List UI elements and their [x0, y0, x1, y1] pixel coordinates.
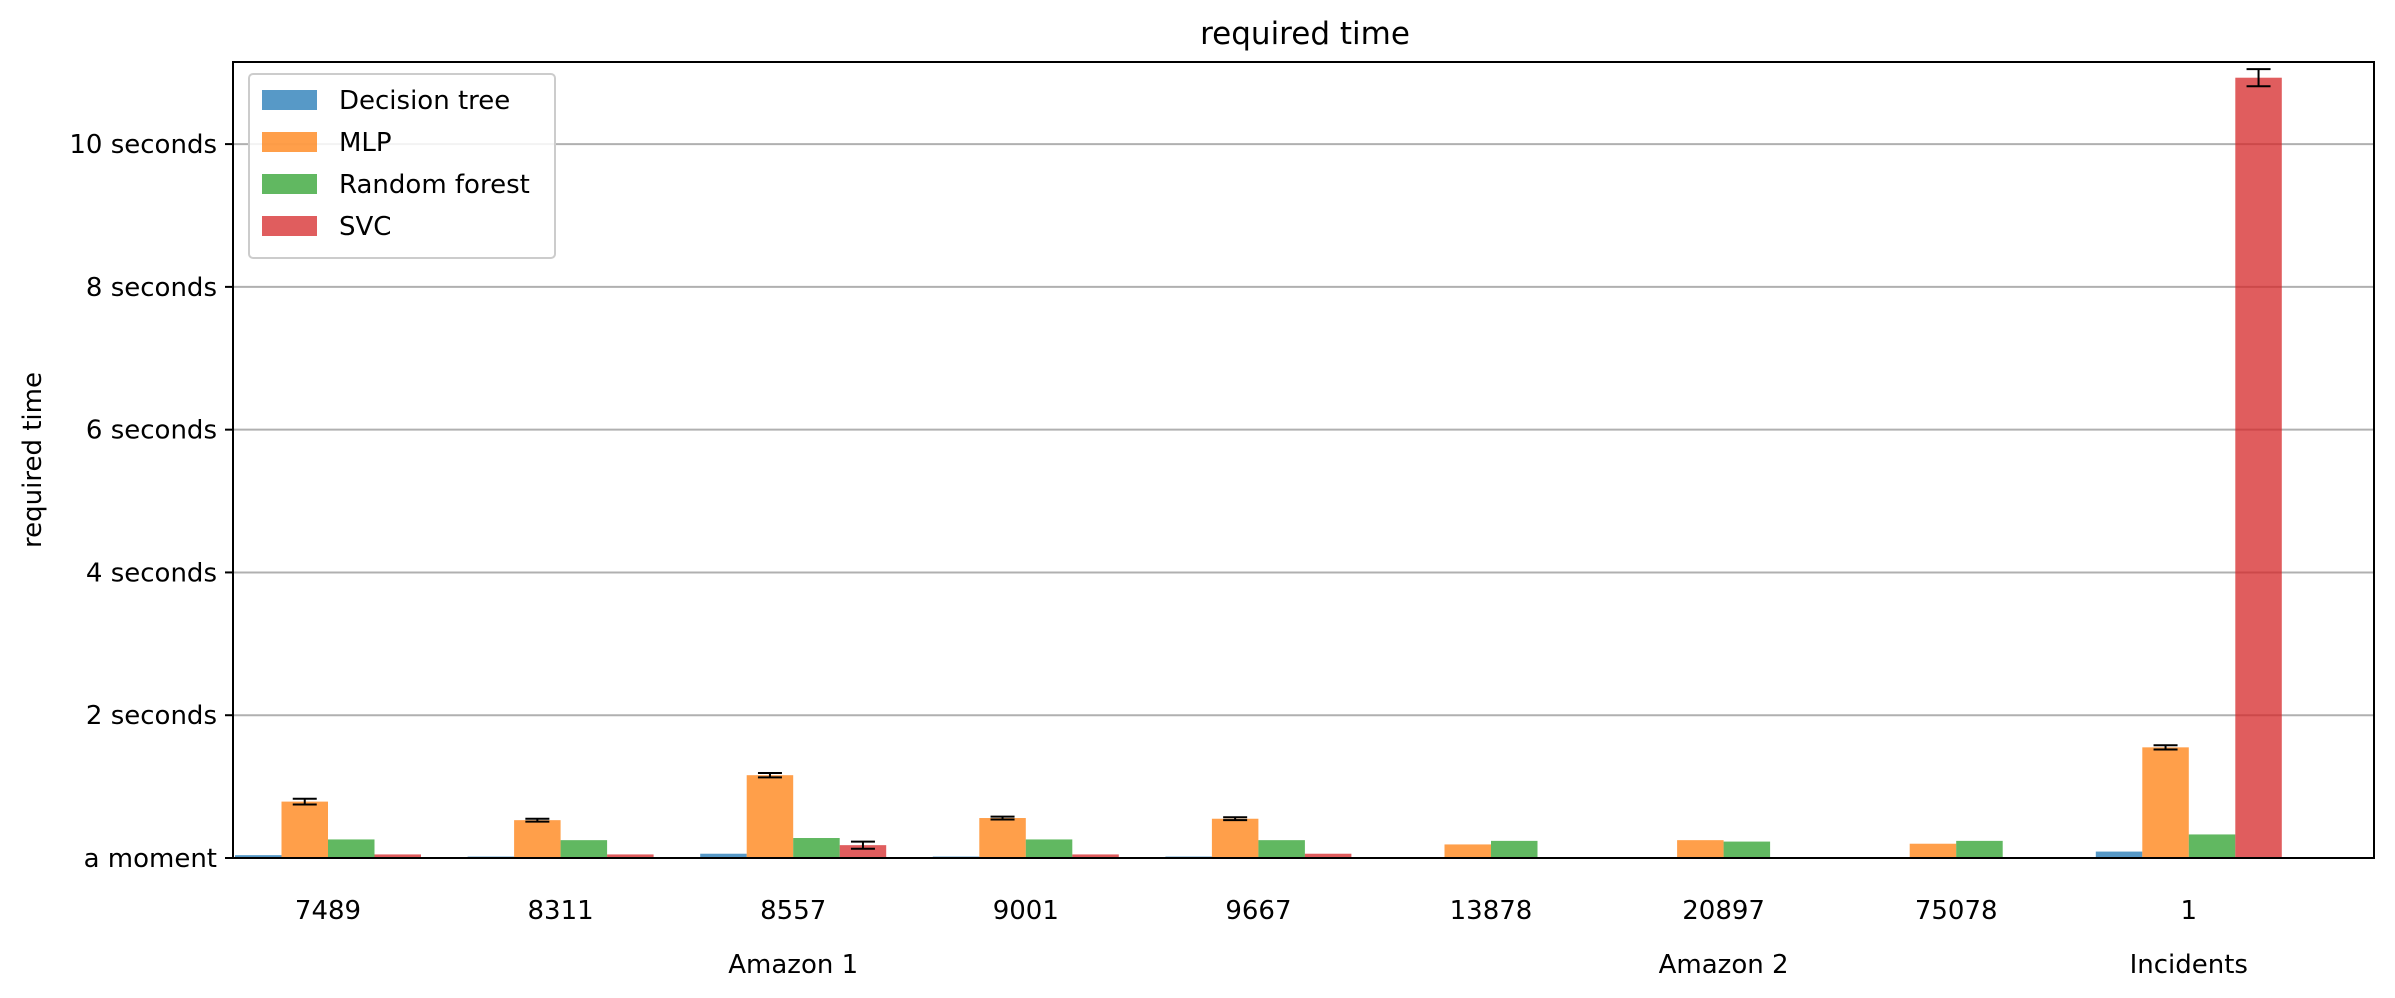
- x-tick-label: 13878: [1450, 896, 1533, 926]
- x-tick-label: 8311: [528, 896, 594, 926]
- x-group-label: Incidents: [2130, 950, 2248, 980]
- legend-label: Random forest: [339, 170, 530, 200]
- bar-mlp: [746, 775, 794, 858]
- x-tick-label: 8557: [760, 896, 826, 926]
- y-axis: a moment 2 seconds 4 seconds 6 seconds 8 sec…: [69, 130, 233, 874]
- y-tick-label: 4 seconds: [86, 558, 217, 588]
- bar-random-forest: [1723, 841, 1771, 858]
- x-tick-label: 75078: [1915, 896, 1998, 926]
- bar-random-forest: [793, 838, 840, 858]
- bars: [235, 77, 2282, 859]
- legend-swatch: [262, 174, 317, 194]
- bar-svc: [1072, 854, 1119, 858]
- legend-label: MLP: [339, 128, 392, 158]
- bar-random-forest: [328, 839, 375, 858]
- x-group-label: Amazon 2: [1659, 950, 1789, 980]
- bar-mlp: [979, 818, 1026, 858]
- y-tick-label: 6 seconds: [86, 416, 217, 446]
- y-tick-label: 2 seconds: [86, 701, 217, 731]
- bar-mlp: [514, 820, 561, 858]
- y-tick-label: 10 seconds: [69, 130, 217, 160]
- legend-box: [248, 73, 556, 259]
- bar-random-forest: [560, 840, 608, 858]
- x-group-labels: Amazon 1 Amazon 2 Incidents: [728, 950, 2248, 980]
- y-tick-label: a moment: [84, 844, 217, 874]
- x-axis: 7489 8311 8557 9001 9667 13878 20897 75078 1: [295, 896, 2197, 926]
- bar-svc: [607, 854, 654, 858]
- legend: Decision tree MLP Random forest SVC: [248, 73, 556, 259]
- plot-area-frame: [232, 61, 2375, 859]
- legend-label: SVC: [339, 212, 391, 242]
- bar-random-forest: [1491, 840, 1538, 858]
- x-tick-label: 7489: [295, 896, 361, 926]
- x-tick-label: 20897: [1682, 896, 1765, 926]
- bar-random-forest: [2188, 834, 2236, 858]
- bar-decision-tree: [700, 853, 747, 858]
- bar-svc: [374, 854, 421, 858]
- bar-mlp: [281, 801, 328, 858]
- bar-mlp: [1909, 843, 1957, 858]
- grid-lines: [233, 143, 2374, 717]
- legend-swatch: [262, 216, 317, 236]
- bar-random-forest: [1258, 840, 1305, 858]
- x-tick-label: 9001: [993, 896, 1059, 926]
- bar-svc: [1304, 853, 1352, 858]
- x-tick-label: 1: [2181, 896, 2198, 926]
- error-bars: [292, 68, 2271, 850]
- bar-mlp: [1211, 818, 1259, 858]
- x-tick-label: 9667: [1225, 896, 1291, 926]
- bar-mlp: [1677, 840, 1724, 858]
- y-tick-label: 8 seconds: [86, 273, 217, 303]
- bar-mlp: [2142, 747, 2189, 858]
- legend-label: Decision tree: [339, 86, 510, 116]
- bar-decision-tree: [2095, 851, 2143, 858]
- y-axis-label: required time: [18, 372, 48, 548]
- legend-swatch: [262, 90, 317, 110]
- x-group-label: Amazon 1: [728, 950, 858, 980]
- bar-decision-tree: [235, 855, 282, 858]
- chart-title: required time: [1200, 16, 1410, 52]
- bar-svc: [2235, 77, 2282, 859]
- bar-random-forest: [1025, 839, 1073, 858]
- legend-swatch: [262, 132, 317, 152]
- bar-mlp: [1444, 844, 1491, 858]
- bar-random-forest: [1956, 840, 2003, 858]
